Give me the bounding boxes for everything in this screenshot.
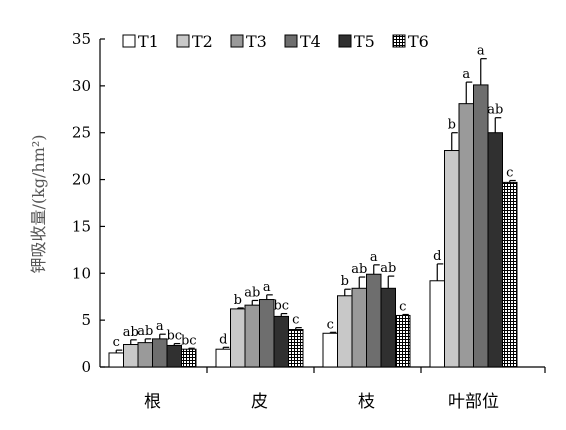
y-tick-label: 25 xyxy=(72,124,91,142)
significance-letter: c xyxy=(292,313,299,328)
significance-letter: c xyxy=(399,300,406,315)
significance-letter: c xyxy=(113,335,120,350)
bar xyxy=(259,299,275,368)
bar xyxy=(444,150,460,368)
bar xyxy=(288,329,304,368)
bar xyxy=(351,287,367,368)
legend-swatch xyxy=(230,34,244,48)
legend-label: T2 xyxy=(192,32,213,51)
legend-label: T3 xyxy=(246,32,267,51)
legend-swatch xyxy=(392,34,406,48)
bar xyxy=(337,295,353,368)
significance-letter: ab xyxy=(380,261,396,276)
y-tick-label: 20 xyxy=(72,171,91,189)
legend-label: T1 xyxy=(138,32,159,51)
legend-swatch xyxy=(176,34,190,48)
significance-letter: ab xyxy=(244,285,260,300)
bar xyxy=(215,348,231,368)
significance-letter: ab xyxy=(137,324,153,339)
significance-letter: b xyxy=(341,274,349,289)
legend-label: T5 xyxy=(354,32,375,51)
legend-label: T4 xyxy=(300,32,321,51)
significance-letter: ab xyxy=(123,325,139,340)
category-label: 叶部位 xyxy=(448,392,499,412)
significance-letter: a xyxy=(477,44,485,59)
significance-letter: a xyxy=(263,280,271,295)
significance-letter: a xyxy=(370,250,378,265)
significance-letter: bc xyxy=(181,333,197,348)
y-tick-label: 5 xyxy=(81,311,91,329)
significance-letter: d xyxy=(433,249,441,264)
significance-letter: ab xyxy=(351,262,367,277)
bar xyxy=(244,304,260,368)
significance-letter: b xyxy=(448,118,456,133)
bar xyxy=(502,181,518,368)
y-tick-label: 10 xyxy=(72,264,91,282)
bar xyxy=(123,344,139,368)
bar xyxy=(137,342,153,368)
bar xyxy=(366,273,382,368)
legend-swatch xyxy=(338,34,352,48)
bar xyxy=(108,352,124,368)
bar xyxy=(487,132,503,368)
legend-swatch xyxy=(284,34,298,48)
category-label: 枝 xyxy=(358,392,375,412)
significance-letter: ab xyxy=(487,103,503,118)
bar xyxy=(230,308,246,368)
bar xyxy=(181,348,197,368)
y-tick-label: 30 xyxy=(72,77,91,95)
y-tick-label: 15 xyxy=(72,217,91,235)
significance-letter: d xyxy=(219,332,227,347)
legend-label: T6 xyxy=(408,32,429,51)
category-label: 皮 xyxy=(251,392,268,412)
y-tick-label: 0 xyxy=(81,358,91,376)
bar xyxy=(395,314,411,368)
y-tick-label: 35 xyxy=(72,30,91,48)
bar xyxy=(473,84,489,368)
legend-swatch xyxy=(122,34,136,48)
significance-letter: bc xyxy=(166,329,182,344)
significance-letter: bc xyxy=(273,299,289,314)
bar xyxy=(429,280,445,368)
significance-letter: a xyxy=(156,319,164,334)
significance-letter: a xyxy=(462,67,470,82)
bar xyxy=(152,338,168,368)
bar xyxy=(166,344,182,368)
bar xyxy=(380,287,396,368)
bar xyxy=(273,315,289,368)
category-label: 根 xyxy=(144,392,161,412)
bar xyxy=(458,103,474,368)
significance-letter: c xyxy=(327,317,334,332)
significance-letter: c xyxy=(506,166,513,181)
legend: T1 T2 T3 T4 T5 T6 xyxy=(122,32,429,51)
y-axis-title: 钾吸收量/(kg/hm²) xyxy=(29,134,48,273)
bar xyxy=(322,332,338,368)
significance-letter: b xyxy=(234,293,242,308)
